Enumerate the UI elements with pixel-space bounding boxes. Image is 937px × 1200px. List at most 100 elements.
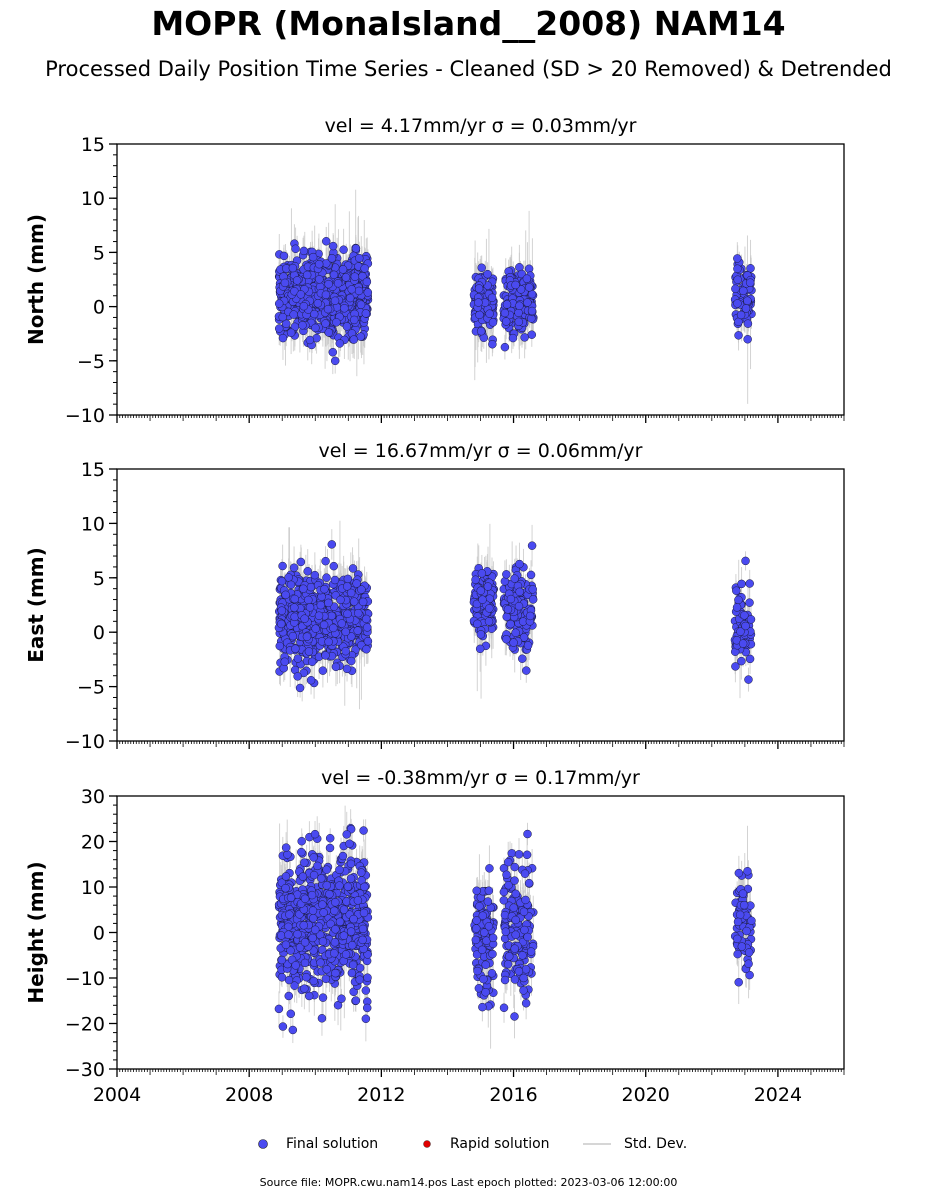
data-point: [274, 299, 284, 308]
data-point: [745, 598, 754, 607]
data-point: [305, 603, 315, 612]
data-point: [290, 603, 299, 612]
panel-2: vel = -0.38mm/yr σ = 0.17mm/yr Height (mm…: [24, 767, 845, 1106]
data-point: [291, 244, 300, 254]
data-point: [514, 601, 524, 611]
data-point: [511, 628, 520, 637]
data-point: [743, 335, 752, 344]
data-point: [502, 634, 511, 644]
data-point: [311, 323, 320, 333]
y-tick-label: −10: [65, 405, 105, 427]
chart-title: MOPR (MonaIsland__2008) NAM14: [151, 4, 786, 43]
data-point: [306, 675, 316, 685]
data-point: [478, 595, 487, 604]
data-point: [502, 570, 511, 579]
data-point: [500, 342, 510, 352]
data-point: [746, 615, 756, 624]
data-point: [290, 612, 299, 622]
data-point: [320, 584, 329, 594]
data-point: [331, 662, 341, 672]
data-point: [488, 318, 498, 327]
data-point: [515, 587, 524, 597]
data-point: [298, 321, 307, 330]
data-point: [322, 573, 331, 582]
data-point: [346, 588, 356, 598]
y-axis-label: East (mm): [24, 547, 48, 663]
data-point: [328, 241, 338, 251]
data-point: [488, 339, 497, 349]
data-point: [343, 609, 352, 619]
data-point: [292, 276, 302, 285]
data-point: [332, 318, 341, 327]
data-point: [293, 654, 303, 663]
data-point: [323, 304, 333, 314]
data-point: [522, 274, 532, 283]
data-point: [281, 590, 290, 600]
data-point: [500, 308, 510, 318]
data-point: [337, 619, 346, 628]
data-point: [739, 286, 748, 296]
data-point: [506, 594, 516, 604]
data-point: [280, 657, 290, 667]
data-point: [476, 586, 486, 595]
data-point: [737, 579, 746, 589]
data-layer: [274, 805, 756, 1049]
data-point: [477, 569, 487, 578]
data-point: [342, 322, 352, 331]
data-point: [733, 264, 742, 273]
data-point: [476, 630, 486, 639]
data-point: [501, 317, 511, 326]
y-axis-label: North (mm): [24, 214, 48, 345]
data-point: [280, 278, 290, 288]
data-point: [350, 272, 360, 281]
data-point: [278, 312, 287, 322]
data-point: [295, 683, 305, 693]
data-point: [296, 290, 306, 299]
data-point: [483, 269, 492, 279]
data-point: [277, 606, 287, 615]
data-points: [274, 540, 756, 693]
data-layer: [274, 189, 756, 404]
y-tick-label: 10: [81, 513, 105, 535]
data-point: [362, 277, 372, 287]
data-point: [340, 304, 349, 313]
data-point: [277, 576, 287, 586]
data-point: [278, 561, 287, 571]
data-point: [329, 561, 339, 571]
data-point: [304, 595, 313, 605]
y-tick-label: 0: [93, 622, 105, 644]
data-point: [360, 264, 369, 273]
panel-1: vel = 16.67mm/yr σ = 0.06mm/yr East (mm) 1…: [24, 440, 845, 753]
data-point: [743, 296, 752, 306]
data-point: [347, 656, 356, 666]
data-point: [737, 656, 746, 666]
data-point: [736, 310, 746, 320]
y-tick-label: 0: [93, 297, 105, 319]
panel-0: vel = 4.17mm/yr σ = 0.03mm/yr North (mm) 1…: [24, 115, 845, 427]
data-point: [731, 284, 740, 294]
data-point: [338, 265, 348, 274]
data-point: [476, 326, 486, 336]
data-point: [289, 563, 299, 572]
data-point: [288, 263, 298, 273]
data-point: [528, 585, 537, 594]
data-point: [740, 611, 749, 620]
data-point: [329, 623, 338, 633]
data-point: [275, 641, 285, 651]
data-point: [502, 300, 512, 309]
data-point: [347, 285, 356, 294]
data-point: [321, 237, 331, 246]
data-point: [310, 570, 320, 580]
data-point: [354, 286, 364, 296]
data-point: [523, 641, 533, 650]
data-point: [305, 335, 315, 345]
data-point: [485, 309, 494, 318]
data-point: [738, 639, 748, 648]
data-point: [324, 637, 333, 647]
data-point: [343, 574, 353, 584]
data-point: [302, 632, 312, 641]
data-point: [307, 657, 317, 667]
y-tick-label: 15: [81, 134, 105, 156]
data-point: [354, 608, 363, 618]
data-point: [511, 280, 520, 290]
